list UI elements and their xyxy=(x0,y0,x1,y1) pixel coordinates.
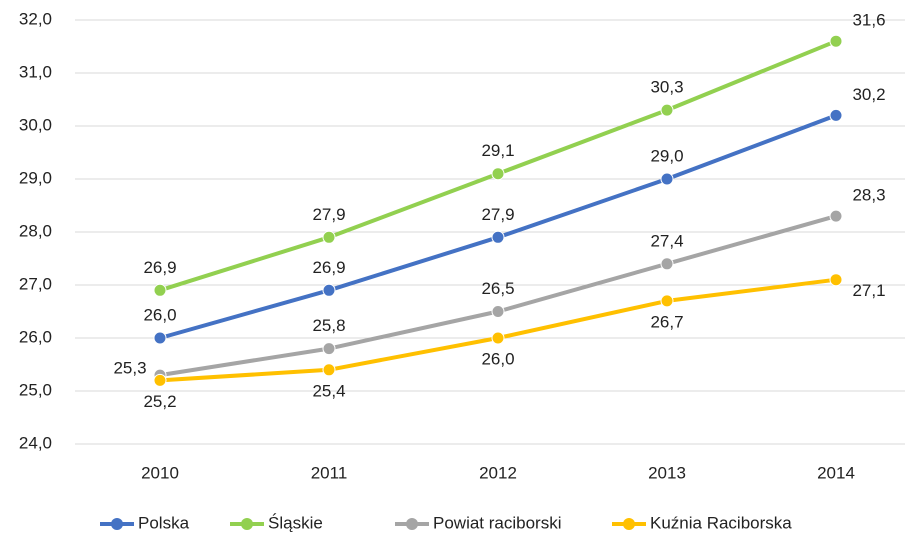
series-line xyxy=(159,39,837,293)
data-point xyxy=(322,342,336,356)
data-point xyxy=(153,283,167,297)
y-tick-label: 27,0 xyxy=(19,274,52,293)
data-label: 26,5 xyxy=(481,279,514,298)
data-label: 25,4 xyxy=(312,381,345,400)
y-tick-label: 24,0 xyxy=(19,433,52,452)
data-label: 28,3 xyxy=(852,186,885,205)
data-point xyxy=(660,294,674,308)
data-label: 26,7 xyxy=(650,312,683,331)
data-point xyxy=(491,167,505,181)
legend-label: Śląskie xyxy=(268,513,323,532)
x-tick-label: 2014 xyxy=(817,463,855,482)
data-label: 26,9 xyxy=(143,258,176,277)
data-label: 26,0 xyxy=(143,305,176,324)
data-point xyxy=(322,363,336,377)
x-tick-label: 2011 xyxy=(311,463,348,482)
data-point xyxy=(491,305,505,318)
data-point xyxy=(491,331,505,345)
data-label: 25,3 xyxy=(113,359,146,378)
legend-label: Polska xyxy=(138,513,190,532)
y-tick-label: 30,0 xyxy=(19,115,52,134)
data-point xyxy=(153,373,167,387)
data-point xyxy=(829,209,843,223)
legend-label: Powiat raciborski xyxy=(433,513,562,532)
y-tick-label: 28,0 xyxy=(19,221,52,240)
data-label: 27,1 xyxy=(852,281,885,300)
legend-label: Kuźnia Raciborska xyxy=(650,513,792,532)
x-tick-label: 2012 xyxy=(479,463,517,482)
x-tick-label: 2013 xyxy=(648,463,686,482)
data-point xyxy=(491,230,505,244)
data-label: 26,0 xyxy=(481,349,514,368)
data-point xyxy=(660,103,674,117)
data-point xyxy=(153,331,167,345)
data-point xyxy=(322,283,336,297)
data-label: 27,9 xyxy=(312,205,345,224)
legend-marker xyxy=(111,518,123,530)
data-label: 25,8 xyxy=(312,316,345,335)
data-label: 29,1 xyxy=(481,141,514,160)
data-label: 25,2 xyxy=(143,392,176,411)
data-label: 26,9 xyxy=(312,258,345,277)
x-tick-label: 2010 xyxy=(141,463,179,482)
data-point xyxy=(829,34,843,48)
data-point xyxy=(829,273,843,287)
data-point xyxy=(829,108,843,122)
y-tick-label: 29,0 xyxy=(19,168,52,187)
data-label: 30,3 xyxy=(650,78,683,97)
y-tick-label: 25,0 xyxy=(19,380,52,399)
data-label: 29,0 xyxy=(650,146,683,165)
data-label: 27,9 xyxy=(481,205,514,224)
legend-marker xyxy=(623,518,635,530)
y-tick-label: 32,0 xyxy=(19,9,52,28)
data-point xyxy=(660,172,674,186)
data-label: 30,2 xyxy=(852,85,885,104)
data-label: 27,4 xyxy=(650,231,683,250)
y-tick-label: 31,0 xyxy=(19,62,52,81)
legend-marker xyxy=(241,518,253,530)
data-point xyxy=(660,257,674,271)
data-point xyxy=(322,230,336,244)
legend-marker xyxy=(406,518,418,530)
y-tick-label: 26,0 xyxy=(19,327,52,346)
data-label: 31,6 xyxy=(852,11,885,30)
